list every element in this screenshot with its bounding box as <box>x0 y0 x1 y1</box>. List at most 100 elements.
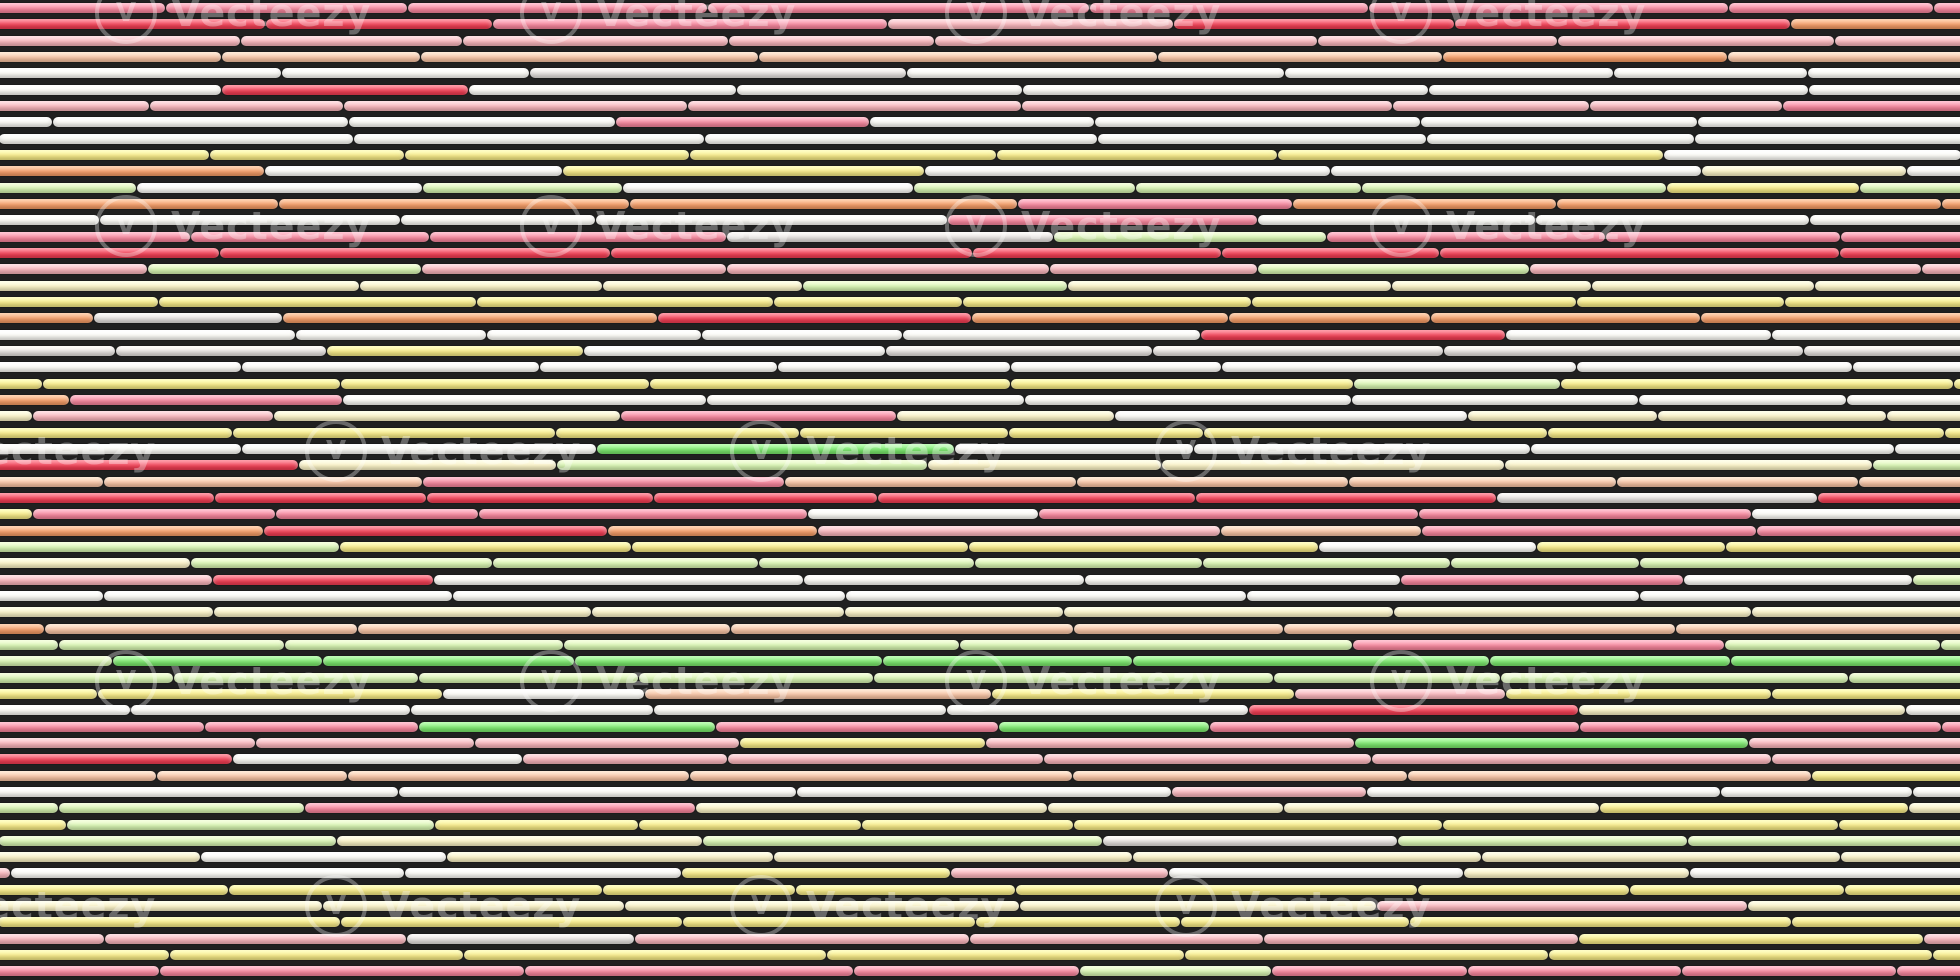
stripe-segment <box>1102 834 1398 847</box>
stripe-segment <box>104 932 407 945</box>
stripe-segment <box>1908 802 1960 815</box>
stripe-segment <box>1284 67 1614 80</box>
stripe-segment <box>946 704 1249 717</box>
stripe-segment <box>0 524 264 537</box>
stripe-segment <box>1318 540 1537 553</box>
stripe-segment <box>1481 851 1841 864</box>
stripe-segment <box>1371 753 1772 766</box>
stripe-row <box>0 310 1960 326</box>
stripe-segment <box>1072 769 1408 782</box>
stripe-segment <box>213 606 592 619</box>
stripe-segment <box>340 916 683 929</box>
stripe-segment <box>1576 295 1785 308</box>
stripe-segment <box>42 377 341 390</box>
stripe-segment <box>1791 916 1960 929</box>
stripe-segment <box>885 344 1153 357</box>
stripe-segment <box>1700 312 1960 325</box>
stripe-row <box>0 914 1960 930</box>
stripe-segment <box>638 671 874 684</box>
stripe-segment <box>1840 851 1960 864</box>
stripe-segment <box>1010 377 1354 390</box>
stripe-segment <box>629 197 1018 210</box>
stripe-segment <box>434 818 639 831</box>
stripe-segment <box>1784 295 1960 308</box>
stripe-segment <box>1681 965 1897 978</box>
stripe-row <box>0 784 1960 800</box>
stripe-segment <box>462 34 729 47</box>
stripe-segment <box>69 393 343 406</box>
stripe-segment <box>773 295 963 308</box>
stripe-segment <box>404 148 690 161</box>
stripe-segment <box>263 524 608 537</box>
stripe-segment <box>802 279 1068 292</box>
stripe-segment <box>348 116 616 129</box>
stripe-segment <box>0 344 116 357</box>
stripe-segment <box>1421 524 1757 537</box>
stripe-row <box>0 114 1960 130</box>
stripe-segment <box>853 965 1080 978</box>
stripe-segment <box>563 638 960 651</box>
stripe-segment <box>232 753 523 766</box>
stripe-segment <box>0 165 265 178</box>
stripe-segment <box>0 557 191 570</box>
stripe-segment <box>1263 932 1579 945</box>
stripe-row <box>0 376 1960 392</box>
stripe-segment <box>906 67 1285 80</box>
stripe-segment <box>1697 116 1960 129</box>
stripe-segment <box>418 671 639 684</box>
stripe-segment <box>701 328 903 341</box>
stripe-segment <box>1420 116 1698 129</box>
stripe-segment <box>190 230 430 243</box>
stripe-segment <box>1248 704 1579 717</box>
stripe-segment <box>1353 377 1561 390</box>
stripe-segment <box>1756 524 1960 537</box>
stripe-segment <box>241 361 540 374</box>
stripe-segment <box>1135 181 1362 194</box>
stripe-segment <box>524 965 854 978</box>
stripe-segment <box>682 916 976 929</box>
stripe-segment <box>1073 622 1284 635</box>
stripe-segment <box>1859 181 1960 194</box>
stripe-segment <box>0 736 256 749</box>
stripe-segment <box>1221 246 1440 259</box>
stripe-segment <box>1639 589 1960 602</box>
stripe-segment <box>1694 132 1960 145</box>
stripe-segment <box>339 540 632 553</box>
stripe-row <box>0 686 1960 702</box>
stripe-segment <box>255 736 475 749</box>
stripe-segment <box>902 328 1201 341</box>
stripe-segment <box>1782 99 1960 112</box>
stripe-segment <box>0 818 67 831</box>
stripe-segment <box>0 802 59 815</box>
stripe-row <box>0 506 1960 522</box>
stripe-segment <box>706 393 1025 406</box>
stripe-segment <box>156 769 348 782</box>
stripe-segment <box>1184 949 1549 962</box>
stripe-segment <box>1351 393 1639 406</box>
stripe-segment <box>1834 34 1960 47</box>
stripe-segment <box>264 165 563 178</box>
stripe-segment <box>0 116 53 129</box>
stripe-segment <box>861 818 1074 831</box>
stripe-segment <box>0 230 191 243</box>
stripe-segment <box>97 687 443 700</box>
stripe-segment <box>486 328 702 341</box>
stripe-segment <box>1747 900 1960 913</box>
stripe-segment <box>1639 557 1960 570</box>
stripe-segment <box>1010 361 1222 374</box>
stripe-segment <box>1803 344 1960 357</box>
stripe-row <box>0 931 1960 947</box>
stripe-segment <box>1727 50 1960 63</box>
stripe-segment <box>463 949 827 962</box>
stripe-segment <box>777 361 1011 374</box>
stripe-segment <box>492 18 888 31</box>
stripe-segment <box>1940 638 1960 651</box>
stripe-segment <box>1193 442 1531 455</box>
stripe-segment <box>1152 344 1444 357</box>
stripe-segment <box>1748 736 1960 749</box>
stripe-segment <box>950 867 1169 880</box>
stripe-segment <box>322 900 625 913</box>
stripe-segment <box>1209 720 1580 733</box>
stripe-segment <box>1814 279 1960 292</box>
stripe-segment <box>1933 2 1960 14</box>
